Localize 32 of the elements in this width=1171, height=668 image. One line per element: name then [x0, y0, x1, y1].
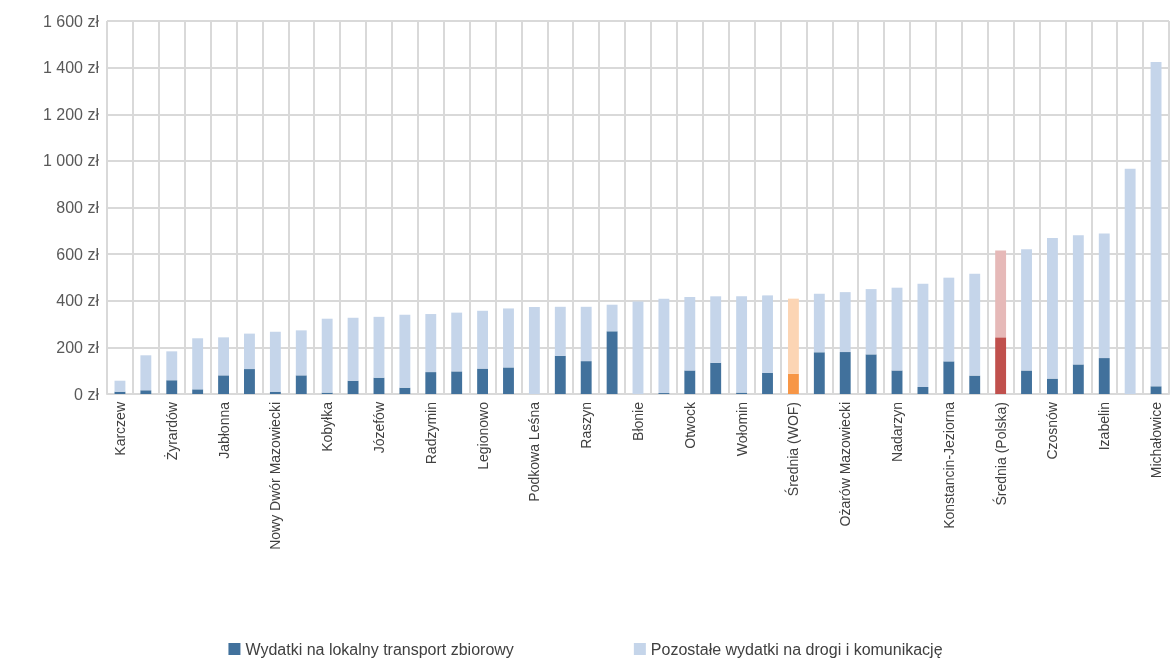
x-tick-label: Józefów: [370, 401, 387, 454]
y-tick-label: 800 zł: [56, 199, 100, 216]
x-tick-label: Michałowice: [1148, 401, 1165, 479]
x-tick-label: Nowy Dwór Mazowiecki: [267, 402, 284, 550]
x-tick-label: Wołomin: [733, 402, 750, 457]
x-tick-label: Nadarzyn: [889, 402, 906, 462]
x-tick-label: Raszyn: [578, 402, 595, 449]
y-tick-label: 1 200 zł: [42, 105, 100, 123]
x-tick-label: Konstancin-Jeziorna: [940, 401, 957, 529]
x-tick-label: Otwock: [681, 401, 698, 449]
x-tick-label: Izabelin: [1096, 402, 1113, 451]
y-tick-label: 1 400 zł: [42, 59, 100, 77]
x-tick-label: Podkowa Leśna: [526, 401, 543, 502]
x-tick-label: Kobyłka: [319, 401, 336, 452]
y-tick-label: 1 600 zł: [42, 12, 100, 30]
x-tick-label: Błonie: [630, 401, 646, 441]
legend-label: Pozostałe wydatki na drogi i komunikację: [650, 640, 943, 658]
y-tick-label: 200 zł: [56, 338, 100, 356]
x-tick-label: Jabłonna: [215, 401, 232, 459]
x-tick-label: Czosnów: [1044, 401, 1061, 460]
x-tick-label: Radzymin: [422, 402, 439, 465]
x-tick-label: Legionowo: [474, 401, 491, 470]
legend-label: Wydatki na lokalny transport zbiorowy: [245, 640, 514, 658]
x-tick-label: Średnia (Polska): [991, 402, 1009, 506]
x-tick-label: Średnia (WOF): [784, 402, 802, 497]
y-tick-label: 600 zł: [56, 245, 100, 263]
x-tick-label: Żyrardów: [162, 401, 180, 461]
y-tick-label: 400 zł: [56, 292, 100, 310]
y-tick-label: 1 000 zł: [42, 152, 100, 170]
x-tick-label: Karczew: [111, 401, 128, 456]
x-tick-label: Ożarów Mazowiecki: [837, 402, 854, 527]
y-tick-label: 0 zł: [74, 385, 100, 403]
